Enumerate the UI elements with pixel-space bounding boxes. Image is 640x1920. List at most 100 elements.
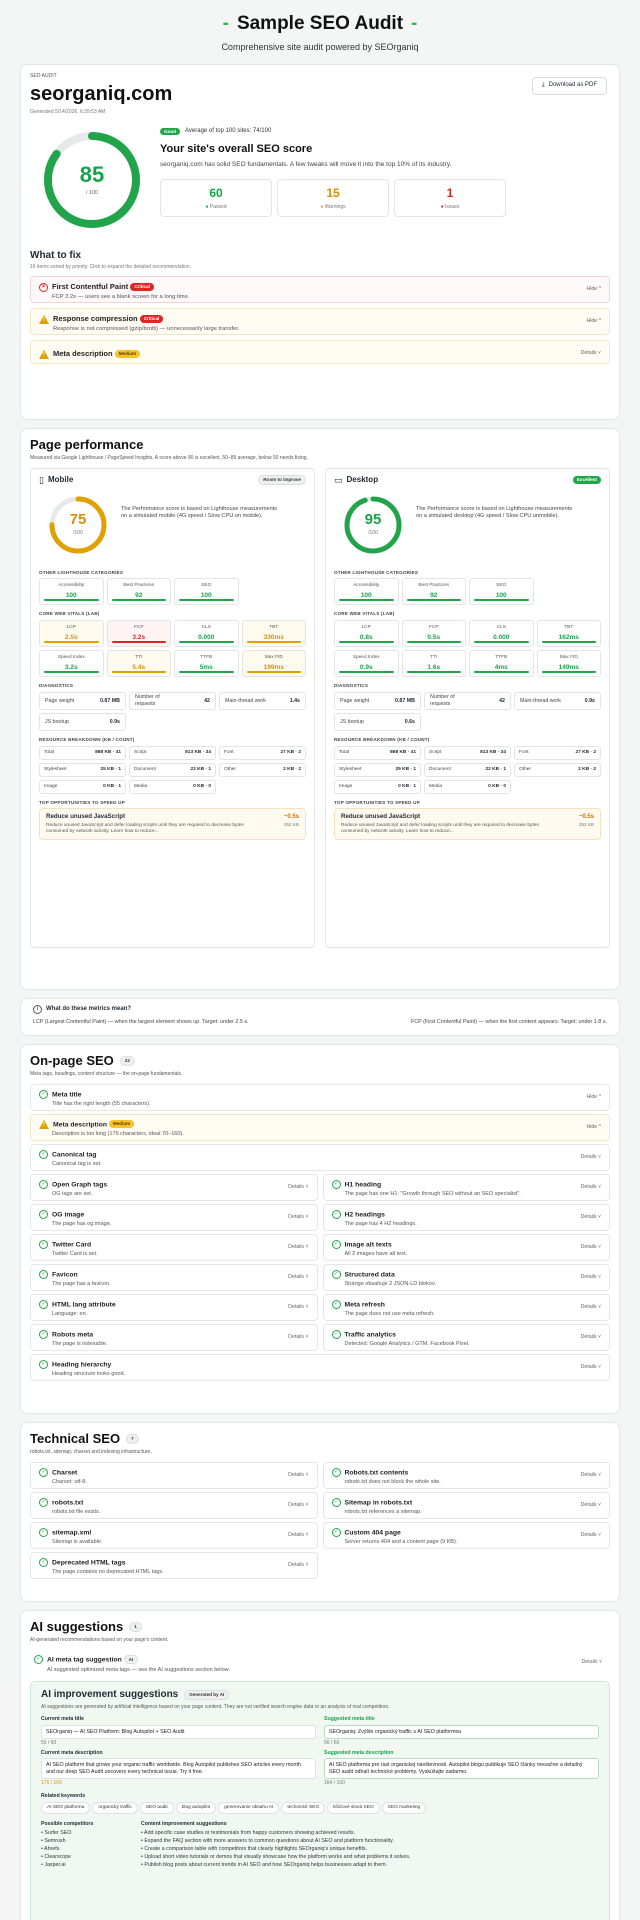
grade-badge: Good bbox=[160, 127, 180, 136]
toggle-details[interactable]: Details ˅ bbox=[288, 1183, 309, 1190]
toggle-details[interactable]: Details ˅ bbox=[288, 1501, 309, 1508]
toggle-details[interactable]: Details ˅ bbox=[580, 1243, 601, 1250]
check-icon: ✓ bbox=[34, 1654, 43, 1664]
fix-item-meta-description[interactable]: ! Meta description Medium Details ˅ bbox=[30, 340, 610, 365]
check-heading-hierarchy[interactable]: ✓ Heading hierarchy Heading structure look… bbox=[30, 1353, 610, 1381]
resource-item: Other 2 KB · 2 bbox=[514, 762, 601, 777]
vital-cls: CLS 0.000 bbox=[469, 620, 534, 648]
toggle-details[interactable]: Details ˅ bbox=[580, 1531, 601, 1538]
check-html-lang-attribute[interactable]: ✓ HTML lang attribute Language: en. Details… bbox=[30, 1293, 318, 1321]
vital-fcp: FCP 0.5s bbox=[401, 620, 466, 648]
fix-item-fcp[interactable]: × First Contentful Paint Critical FCP 3.2… bbox=[30, 276, 610, 304]
audit-domain: seorganiq.com bbox=[30, 83, 173, 106]
resource-item: Stylesheet 25 KB · 1 bbox=[39, 762, 126, 777]
performance-sub: Measured via Google Lighthouse / PageSpe… bbox=[30, 455, 308, 462]
check-h1-heading[interactable]: ✓ H1 heading The page has one H1: "Growth … bbox=[322, 1173, 610, 1201]
toggle-details[interactable]: Details ˅ bbox=[288, 1531, 309, 1538]
suggested-meta-description[interactable]: AI SEO platforma pre rast organickej náv… bbox=[324, 1758, 599, 1780]
current-meta-title: SEOrganiq — AI SEO Platform: Blog Autopi… bbox=[41, 1724, 316, 1740]
diagnostic-item: Page weight 0.87 MB bbox=[334, 691, 421, 710]
vital-cls: CLS 0.000 bbox=[174, 620, 239, 648]
download-pdf-button[interactable]: ⤓ Download as PDF bbox=[531, 77, 607, 95]
diagnostic-item: Main-thread work 0.9s bbox=[514, 691, 601, 710]
toggle-details[interactable]: Details ˅ bbox=[580, 1333, 601, 1340]
diagnostic-item: Number of requests 42 bbox=[129, 691, 216, 710]
fcp-explainer: FCP (First Contentful Paint) — when the … bbox=[410, 1019, 607, 1025]
toggle-details[interactable]: Hide ^ bbox=[586, 1123, 601, 1130]
mobile-icon: ▯ bbox=[39, 474, 44, 485]
check-canonical-tag[interactable]: ✓ Canonical tag Canonical tag is set. Detai… bbox=[30, 1143, 610, 1171]
metrics-explainer[interactable]: i What do these metrics mean? LCP (Larges… bbox=[20, 998, 620, 1036]
check-icon: ✓ bbox=[331, 1209, 341, 1219]
mobile-status-badge: Room to improve bbox=[258, 475, 306, 485]
vital-tbt: TBT 330ms bbox=[241, 620, 306, 648]
check-h2-headings[interactable]: ✓ H2 headings The page has 4 H2 headings. D… bbox=[322, 1203, 610, 1231]
check-meta-title[interactable]: ✓ Meta title Title has the right length (5… bbox=[30, 1083, 610, 1111]
warning-icon: ! bbox=[39, 1119, 49, 1129]
check-meta-refresh[interactable]: ✓ Meta refresh The page does not use meta … bbox=[322, 1293, 610, 1321]
toggle-details[interactable]: Details ˅ bbox=[288, 1213, 309, 1220]
page-subtitle: Comprehensive site audit powered by SEOr… bbox=[221, 41, 419, 52]
vital-tti: TTI 1.6s bbox=[401, 650, 466, 678]
technical-seo-card: Technical SEO 7 robots.txt, sitemap, char… bbox=[20, 1422, 620, 1602]
toggle-hide[interactable]: Hide ^ bbox=[586, 318, 601, 325]
check-robots-meta[interactable]: ✓ Robots meta The page is indexable. Detail… bbox=[30, 1323, 318, 1351]
check-robots-txt[interactable]: ✓ robots.txt robots.txt file exists. Detail… bbox=[30, 1491, 318, 1519]
toggle-details[interactable]: Details ˅ bbox=[580, 350, 601, 357]
toggle-details[interactable]: Details ˅ bbox=[288, 1471, 309, 1478]
check-icon: ✓ bbox=[39, 1329, 48, 1339]
opportunity-item[interactable]: Reduce unused JavaScript Reduce unused Ja… bbox=[39, 808, 306, 841]
toggle-details[interactable]: Hide ^ bbox=[586, 1093, 601, 1100]
check-open-graph-tags[interactable]: ✓ Open Graph tags OG tags are set. Details … bbox=[30, 1173, 318, 1201]
diagnostic-item: JS bootup 0.9s bbox=[39, 712, 126, 731]
toggle-details[interactable]: Details ˅ bbox=[580, 1273, 601, 1280]
critical-badge: Critical bbox=[130, 283, 154, 292]
toggle-details[interactable]: Details ˅ bbox=[580, 1363, 601, 1370]
toggle-details[interactable]: Details ˅ bbox=[580, 1471, 601, 1478]
what-to-fix-sub: 16 items sorted by priority. Click to ex… bbox=[30, 264, 192, 270]
improvement-item: • Create a comparison table with competi… bbox=[141, 1845, 368, 1852]
toggle-details[interactable]: Details ˅ bbox=[580, 1303, 601, 1310]
check-deprecated-html-tags[interactable]: ✓ Deprecated HTML tags The page contains n… bbox=[30, 1551, 318, 1579]
toggle-hide[interactable]: Hide ^ bbox=[586, 286, 601, 293]
check-image-alt-texts[interactable]: ✓ Image alt texts All 2 images have alt te… bbox=[322, 1233, 610, 1261]
ai-meta-suggestion-item[interactable]: ✓ AI meta tag suggestion AI AI suggested … bbox=[30, 1650, 610, 1677]
check-twitter-card[interactable]: ✓ Twitter Card Twitter Card is set. Details… bbox=[30, 1233, 318, 1261]
check-custom-404-page[interactable]: ✓ Custom 404 page Server returns 404 and a… bbox=[322, 1521, 610, 1549]
diagnostic-item: Main-thread work 1.4s bbox=[219, 691, 306, 710]
check-traffic-analytics[interactable]: ✓ Traffic analytics Detected: Google Analy… bbox=[322, 1323, 610, 1351]
check-favicon[interactable]: ✓ Favicon The page has a favicon. Details ˅ bbox=[30, 1263, 318, 1291]
check-sitemap-xml[interactable]: ✓ sitemap.xml Sitemap is available. Details… bbox=[30, 1521, 318, 1549]
check-charset[interactable]: ✓ Charset Charset: utf-8. Details ˅ bbox=[30, 1461, 318, 1489]
suggested-meta-title[interactable]: SEOrganiq: Zvýšte organický traffic s AI… bbox=[324, 1724, 599, 1740]
check-icon: ✓ bbox=[39, 1269, 48, 1279]
vital-ttfb: TTFB 5ms bbox=[174, 650, 239, 678]
toggle-details[interactable]: Details ˅ bbox=[288, 1303, 309, 1310]
desktop-label: Desktop bbox=[346, 475, 379, 485]
toggle-details[interactable]: Details ˅ bbox=[580, 1183, 601, 1190]
opportunity-item[interactable]: Reduce unused JavaScript Reduce unused Ja… bbox=[334, 808, 601, 841]
check-og-image[interactable]: ✓ OG image The page has og:image. Details ˅ bbox=[30, 1203, 318, 1231]
improvement-item: • Expand the FAQ section with more answe… bbox=[141, 1837, 394, 1844]
competitor-item: • Ahrefs bbox=[41, 1845, 60, 1852]
check-meta-description[interactable]: ! Meta description Medium Description is t… bbox=[30, 1113, 610, 1141]
toggle-details[interactable]: Details ˅ bbox=[580, 1213, 601, 1220]
toggle-details[interactable]: Details ˅ bbox=[288, 1333, 309, 1340]
toggle-details[interactable]: Details ˅ bbox=[288, 1243, 309, 1250]
toggle-details[interactable]: Details ˅ bbox=[580, 1153, 601, 1160]
warning-icon: ! bbox=[39, 314, 49, 324]
toggle-details[interactable]: Details ˅ bbox=[288, 1561, 309, 1568]
check-sitemap-in-robots-txt[interactable]: ✓ Sitemap in robots.txt robots.txt referen… bbox=[322, 1491, 610, 1519]
toggle-details[interactable]: Details ˅ bbox=[288, 1273, 309, 1280]
toggle-details[interactable]: Details ˅ bbox=[581, 1658, 602, 1665]
keyword-list: AI SEO platforma organický traffic SEO aud… bbox=[41, 1802, 599, 1816]
improvement-item: • Upload short video tutorials or demos … bbox=[141, 1853, 411, 1860]
audit-label: SEO AUDIT bbox=[30, 73, 57, 79]
improvement-list: • Add specific case studies or testimoni… bbox=[141, 1830, 599, 1869]
fix-item-compression[interactable]: ! Response compression Critical Response … bbox=[30, 308, 610, 336]
keyword-chip: kľúčové slová SEO bbox=[327, 1802, 380, 1815]
check-structured-data[interactable]: ✓ Structured data Stránge obsahuje 2 JSON-… bbox=[322, 1263, 610, 1291]
toggle-details[interactable]: Details ˅ bbox=[580, 1501, 601, 1508]
resource-item: Script 813 KB · 34 bbox=[129, 745, 216, 760]
check-robots-txt-contents[interactable]: ✓ Robots.txt contents robots.txt does not … bbox=[322, 1461, 610, 1489]
